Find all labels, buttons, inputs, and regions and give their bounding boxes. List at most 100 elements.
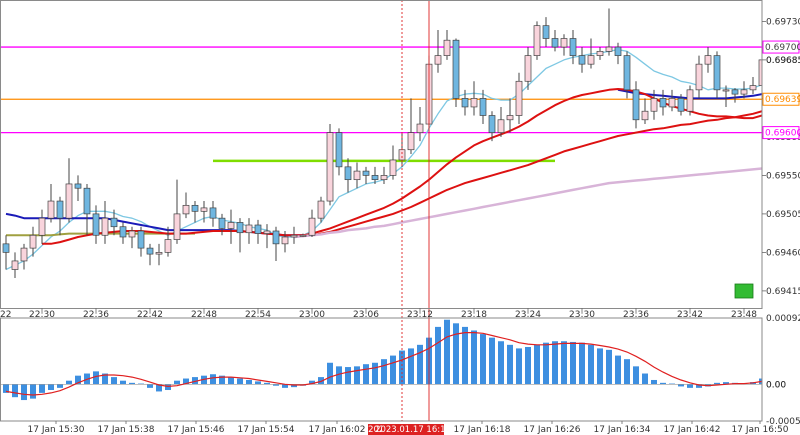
- candle-body-bearish: [272, 230, 280, 245]
- candle-body-bullish: [281, 236, 289, 245]
- bottom-x-tick-label: 17 Jan 15:46: [168, 425, 225, 435]
- candle: [533, 21, 541, 60]
- candle-body-bullish: [47, 200, 55, 219]
- histogram-bar: [102, 373, 108, 385]
- histogram-bar: [489, 337, 495, 385]
- candle-body-bearish: [74, 183, 82, 189]
- candle: [560, 34, 568, 56]
- histogram-bar: [48, 384, 54, 391]
- bottom-x-tick-label: 17 Jan 16:34: [594, 425, 651, 435]
- candle-body-bullish: [389, 159, 397, 176]
- candle: [65, 158, 73, 223]
- histogram-bar: [246, 379, 252, 385]
- candle: [326, 124, 334, 206]
- histogram-bar: [714, 382, 720, 385]
- histogram-bar: [273, 384, 279, 386]
- candle: [101, 201, 109, 244]
- histogram-bar: [57, 384, 63, 388]
- candle-body-bearish: [479, 98, 487, 116]
- candle: [677, 94, 685, 116]
- y-tick-label: 0.69460: [766, 248, 800, 258]
- candle-body-bullish: [227, 222, 235, 229]
- moving-average-line: [293, 167, 762, 239]
- x-tick-label: 23:24: [515, 310, 541, 320]
- price-pane-frame: [0, 0, 763, 309]
- candle-body-bearish: [614, 46, 622, 56]
- histogram-bar: [498, 341, 504, 385]
- top-left-label: 22: [0, 310, 11, 320]
- candle-body-bearish: [209, 207, 217, 219]
- histogram-bar: [183, 378, 189, 385]
- candle: [146, 243, 154, 266]
- candle-body-bearish: [371, 175, 379, 181]
- bottom-x-tick-label: 17 Jan 15:38: [98, 425, 155, 435]
- signal-line: [5, 332, 762, 396]
- candle-body-bullish: [38, 217, 46, 236]
- candle: [623, 51, 631, 99]
- candle: [119, 222, 127, 244]
- histogram-bar: [75, 375, 81, 385]
- histogram-bar: [561, 341, 567, 385]
- candle-body-bullish: [533, 25, 541, 56]
- indicator-y-tick-label: 0.00: [766, 380, 786, 390]
- candle: [317, 196, 325, 223]
- histogram-bar: [534, 344, 540, 385]
- candle: [2, 235, 10, 270]
- candle: [191, 201, 199, 223]
- histogram-bar: [624, 359, 630, 385]
- candle: [497, 106, 505, 137]
- histogram-bar: [66, 380, 72, 385]
- histogram-bar: [390, 355, 396, 385]
- candle: [371, 166, 379, 184]
- candle: [713, 51, 721, 99]
- candle-body-bullish: [263, 230, 271, 234]
- candle: [245, 218, 253, 244]
- histogram-bar: [156, 384, 162, 392]
- x-tick-label: 23:18: [461, 310, 487, 320]
- x-tick-label: 23:48: [731, 310, 757, 320]
- candle: [11, 252, 19, 279]
- histogram-bar: [93, 371, 99, 385]
- histogram-bar: [363, 364, 369, 385]
- candle-body-bearish: [542, 25, 550, 39]
- indicator-pane: [0, 319, 762, 401]
- candle-body-bullish: [524, 55, 532, 82]
- candle-body-bearish: [569, 38, 577, 56]
- candle-body-bullish: [416, 123, 424, 133]
- moving-average-line: [293, 110, 762, 238]
- histogram-bar: [606, 349, 612, 385]
- candle: [488, 111, 496, 142]
- candle: [650, 89, 658, 120]
- histogram-bar: [120, 380, 126, 385]
- candle-body-bullish: [668, 98, 676, 108]
- histogram-bar: [237, 378, 243, 385]
- candle: [128, 226, 136, 249]
- histogram-bar: [435, 326, 441, 385]
- histogram-bar: [660, 382, 666, 385]
- candle-body-bullish: [605, 46, 613, 52]
- candle: [47, 183, 55, 223]
- histogram-bar: [642, 373, 648, 385]
- candle: [722, 85, 730, 107]
- candle-body-bullish: [308, 217, 316, 236]
- candle: [389, 145, 397, 180]
- indicator-y-tick-label: 0.000924: [766, 314, 800, 324]
- candle-body-bullish: [65, 183, 73, 219]
- histogram-bar: [12, 384, 18, 398]
- candle-body-bullish: [758, 59, 762, 86]
- histogram-bar: [651, 379, 657, 385]
- bottom-x-tick-label: 17 Jan 16:50: [732, 425, 789, 435]
- candle-body-bearish: [551, 38, 559, 48]
- candle-body-bullish: [11, 260, 19, 270]
- candle-body-bullish: [101, 217, 109, 236]
- candle: [281, 231, 289, 253]
- candle: [704, 47, 712, 73]
- candle: [416, 106, 424, 142]
- candle-body-bullish: [128, 230, 136, 238]
- histogram-bar: [309, 380, 315, 385]
- histogram-bar: [21, 384, 27, 401]
- candle: [758, 55, 762, 90]
- histogram-bar: [228, 377, 234, 385]
- current-price-label: 0.69685: [766, 56, 800, 66]
- x-tick-label: 22:54: [245, 310, 271, 320]
